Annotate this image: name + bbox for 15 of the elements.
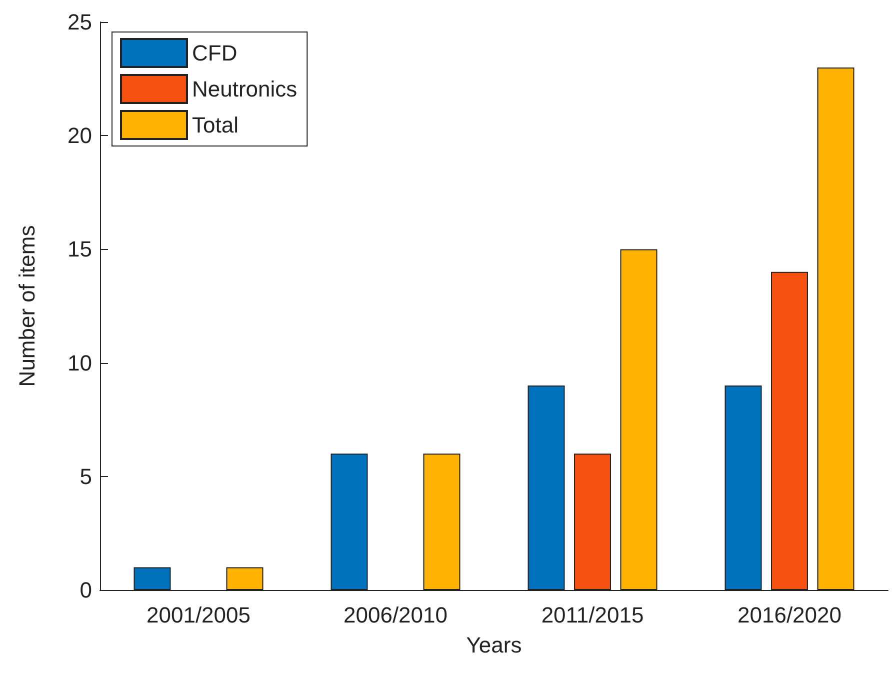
legend-label: Neutronics [192,76,298,102]
y-tick-label: 25 [68,10,92,34]
y-tick-label: 20 [68,123,92,148]
y-axis-title: Number of items [14,225,40,387]
y-tick-label: 15 [68,236,92,262]
legend-label: CFD [192,40,238,66]
x-tick-label: 2011/2015 [541,602,644,628]
x-tick-label: 2001/2005 [146,602,250,628]
y-tick-label: 0 [80,578,92,602]
x-tick-label: 2006/2010 [344,602,448,628]
legend-label: Total [192,112,238,138]
y-tick-label: 5 [80,464,92,489]
y-tick-label: 10 [68,350,92,376]
x-tick-label: 2016/2020 [738,602,842,628]
x-axis-title: Years [466,632,522,658]
